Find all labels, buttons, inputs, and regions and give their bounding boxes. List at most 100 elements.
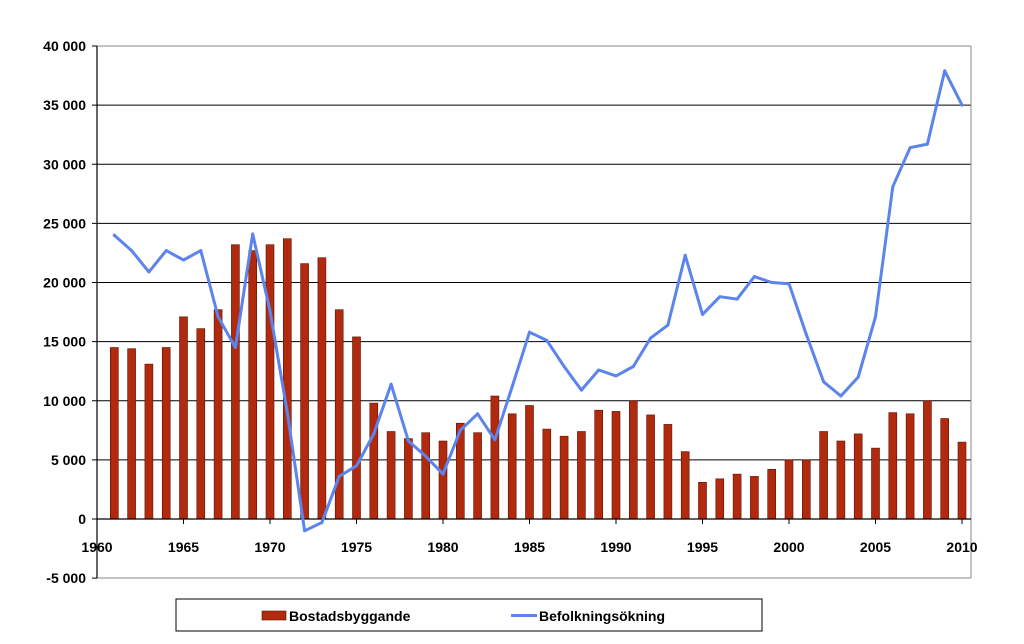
bar-1964 [161, 347, 171, 520]
line-point-2005 [874, 315, 877, 319]
bar-1996 [715, 478, 725, 520]
line-point-2006 [891, 185, 895, 189]
bar-1995 [698, 481, 707, 520]
bar-2010 [957, 441, 967, 520]
line-point-1994 [683, 253, 687, 257]
bar-1991 [628, 400, 638, 520]
bar-2006 [888, 412, 898, 520]
line-point-1988 [579, 388, 583, 392]
bar-1999 [767, 468, 777, 520]
bar-1972 [300, 263, 309, 520]
legend-label-befolkningsokning: Befolkningsökning [539, 608, 665, 624]
line-point-1995 [701, 312, 704, 316]
line-series [112, 69, 964, 533]
bar-2003 [836, 440, 846, 520]
y-tick-label: 15 000 [43, 334, 86, 350]
x-tick-label: 1980 [427, 539, 458, 555]
line-point-1970 [268, 309, 272, 313]
bar-2001 [801, 459, 811, 520]
y-tick-label: 0 [78, 511, 86, 527]
line-point-2009 [943, 69, 947, 73]
line-point-1991 [631, 365, 635, 368]
x-tick-label: 2000 [773, 539, 804, 555]
bar-1997 [732, 473, 742, 520]
bar-1970 [265, 244, 275, 520]
line-point-1979 [424, 454, 428, 458]
bar-1966 [196, 328, 206, 520]
x-tick-label: 2005 [860, 539, 891, 555]
bar-2007 [905, 413, 915, 520]
bar-1983 [490, 395, 500, 520]
bar-1975 [352, 336, 361, 520]
bar-1967 [213, 309, 223, 520]
x-tick-labels: 1960 1965 1970 1975 1980 1985 1990 1995 2000 2005… [81, 539, 977, 555]
line-point-2000 [787, 282, 791, 286]
y-tick-label: 40 000 [43, 38, 86, 54]
bar-1994 [680, 451, 690, 520]
bar-1977 [386, 431, 396, 520]
bar-1976 [369, 402, 379, 520]
line-point-1976 [372, 432, 376, 436]
x-tick-label: 1970 [254, 539, 285, 555]
line-point-2001 [804, 333, 808, 336]
y-tick-label: 20 000 [43, 275, 86, 291]
bar-1961 [110, 347, 119, 520]
line-point-1965 [182, 258, 185, 262]
line-point-1982 [476, 412, 480, 416]
bar-2002 [819, 431, 828, 520]
line-point-2002 [822, 380, 826, 384]
x-tick-label: 1995 [687, 539, 718, 555]
line-point-1964 [164, 249, 168, 253]
line-point-1963 [147, 270, 151, 274]
bar-1984 [507, 413, 517, 520]
axes [92, 45, 972, 579]
line-point-2003 [839, 394, 843, 398]
bar-1988 [577, 431, 586, 520]
line-point-1971 [285, 411, 289, 415]
y-tick-labels: 40 000 35 000 30 000 25 000 20 000 15 000 10 0… [43, 38, 86, 586]
line-point-1986 [545, 338, 549, 342]
line-point-1961 [112, 233, 116, 237]
bar-1969 [248, 250, 257, 520]
bar-2004 [853, 433, 863, 520]
line-point-1966 [199, 249, 203, 253]
bar-1973 [317, 257, 327, 520]
line-point-1980 [441, 472, 445, 476]
bar-2008 [923, 400, 932, 520]
line-point-2010 [960, 103, 964, 107]
bar-1989 [594, 409, 604, 520]
x-tick-label: 1960 [81, 539, 112, 555]
line-point-1983 [493, 438, 497, 442]
line-point-1996 [718, 295, 722, 299]
line-point-1977 [389, 382, 393, 386]
y-tick-label: 35 000 [43, 97, 86, 113]
line-point-1984 [510, 385, 514, 389]
bar-1963 [144, 363, 154, 520]
legend: Bostadsbyggande Befolkningsökning [175, 598, 763, 632]
line-point-1985 [528, 330, 531, 334]
bar-1987 [559, 435, 569, 520]
line-point-1967 [216, 315, 220, 319]
x-tick-label: 2010 [946, 539, 977, 555]
bar-2000 [784, 459, 794, 520]
line-point-1989 [597, 368, 601, 372]
line-point-1978 [406, 439, 410, 443]
line-point-1981 [458, 428, 462, 432]
bar-1965 [179, 316, 188, 520]
bar-1968 [231, 244, 240, 520]
bar-2005 [871, 447, 880, 520]
x-tick-label: 1965 [168, 539, 199, 555]
legend-label-bostadsbyggande: Bostadsbyggande [289, 608, 411, 624]
line-point-1962 [130, 249, 134, 253]
y-tick-label: 25 000 [43, 215, 86, 231]
line-point-1969 [251, 232, 255, 236]
bar-1985 [525, 405, 534, 520]
line-point-2004 [856, 375, 860, 379]
y-tick-label: 10 000 [43, 393, 86, 409]
bar-1990 [611, 411, 621, 520]
x-tick-label: 1985 [514, 539, 545, 555]
x-tick-label: 1975 [341, 539, 372, 555]
line-befolkningsokning [112, 69, 964, 533]
line-point-1993 [666, 323, 670, 327]
